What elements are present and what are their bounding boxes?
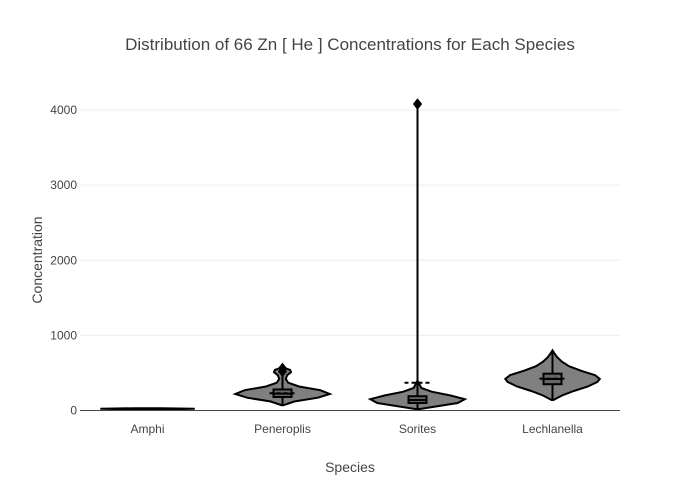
- y-tick-label: 3000: [50, 178, 77, 192]
- y-tick-label: 4000: [50, 103, 77, 117]
- violin-sorites: [367, 98, 468, 410]
- violin-peneroplis: [232, 362, 333, 407]
- x-axis-title: Species: [325, 459, 375, 475]
- gridlines: [80, 109, 620, 336]
- violins: [100, 98, 602, 411]
- violin-amphi: [100, 407, 195, 411]
- chart-title: Distribution of 66 Zn [ He ] Concentrati…: [125, 35, 575, 54]
- x-tick-label: Sorites: [399, 422, 436, 436]
- x-tick-label: Amphi: [130, 422, 164, 436]
- violin-lechlanella: [503, 348, 602, 401]
- y-tick-label: 0: [70, 403, 77, 417]
- y-tick-label: 1000: [50, 328, 77, 342]
- axes: 0 1000 2000 3000 4000 Amphi Peneroplis Sorites L…: [50, 103, 620, 436]
- x-tick-label: Lechlanella: [522, 422, 583, 436]
- y-axis-title: Concentration: [29, 216, 45, 303]
- violin-outlier: [277, 362, 288, 375]
- x-tick-label: Peneroplis: [254, 422, 311, 436]
- y-tick-label: 2000: [50, 253, 77, 267]
- violin-outlier: [412, 98, 423, 110]
